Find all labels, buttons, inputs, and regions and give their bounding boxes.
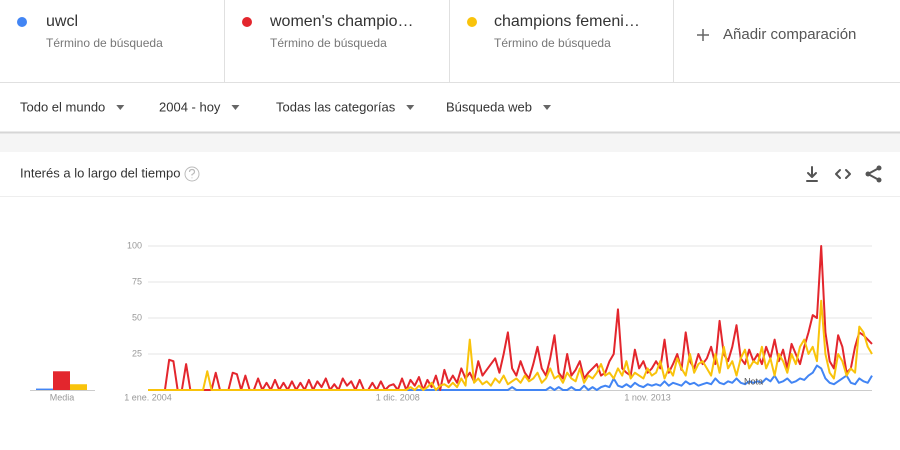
help-icon[interactable] <box>184 166 200 182</box>
term-sublabel: Término de búsqueda <box>46 36 163 50</box>
average-label: Media <box>50 392 75 402</box>
average-bar <box>36 388 53 390</box>
term-sublabel: Término de búsqueda <box>494 36 611 50</box>
help-circle <box>184 166 200 182</box>
term-label: champions femeni… <box>494 13 640 30</box>
add-label: Añadir comparación <box>723 26 856 43</box>
term-dot <box>467 17 477 27</box>
y-tick-label: 75 <box>132 276 142 286</box>
y-tick-label: 50 <box>132 312 142 322</box>
term-box[interactable]: women's champio… Término de búsqueda <box>242 13 414 50</box>
x-tick-label: 1 nov. 2013 <box>624 392 670 402</box>
y-tick-label: 25 <box>132 348 142 358</box>
y-tick-label: 100 <box>127 240 142 250</box>
x-tick-label: 1 ene. 2004 <box>124 392 172 402</box>
share-icon[interactable] <box>865 165 882 183</box>
dropdown-arrow <box>231 105 240 110</box>
plus-icon <box>697 29 709 41</box>
help-mark <box>188 168 196 179</box>
card-title: Interés a lo largo del tiempo <box>20 165 180 180</box>
share-dot <box>865 171 871 177</box>
filter[interactable]: Todo el mundo <box>20 99 105 114</box>
dropdown-arrow <box>543 105 552 110</box>
average-bar <box>53 371 70 390</box>
dropdown-arrow <box>116 105 125 110</box>
share-dot <box>876 165 882 171</box>
series-line <box>148 245 873 391</box>
term-box[interactable]: champions femeni… Término de búsqueda <box>467 13 640 50</box>
annotation[interactable]: Nota <box>744 376 763 386</box>
add-comparison[interactable]: Añadir comparación <box>697 26 856 43</box>
filter[interactable]: Todas las categorías <box>276 99 396 114</box>
page-gap <box>0 132 900 152</box>
term-sublabel: Término de búsqueda <box>270 36 387 50</box>
term-dot <box>242 17 252 27</box>
x-tick-label: 1 dic. 2008 <box>376 392 420 402</box>
term-dot <box>17 17 27 27</box>
share-dot <box>876 177 882 183</box>
term-label: women's champio… <box>269 13 414 30</box>
dropdown-arrow <box>406 105 415 110</box>
filter[interactable]: 2004 - hoy <box>159 99 221 114</box>
term-label: uwcl <box>46 13 78 30</box>
plot: 25 50 75 100 1 ene. 2004 1 dic. 2008 1 nov. 20… <box>36 240 873 402</box>
series-line <box>148 299 873 391</box>
download-icon[interactable] <box>806 166 818 182</box>
term-box[interactable]: uwcl Término de búsqueda <box>17 13 163 50</box>
average-bar <box>70 384 87 390</box>
filter[interactable]: Búsqueda web <box>446 99 532 114</box>
card <box>0 152 900 450</box>
embed-icon[interactable] <box>835 169 851 179</box>
